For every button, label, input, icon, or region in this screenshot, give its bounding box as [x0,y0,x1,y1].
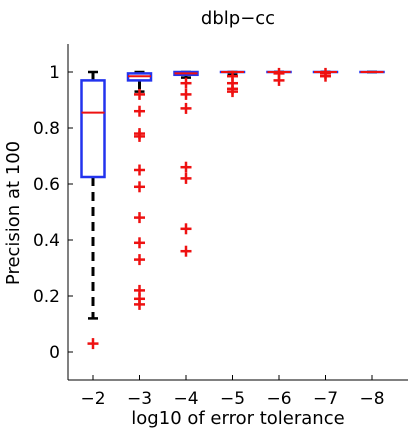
chart-title: dblp−cc [201,8,275,29]
outlier-point [180,172,192,184]
outlier-point [134,212,145,224]
y-axis-label: Precision at 100 [3,141,24,285]
x-tick-label: −8 [359,389,384,409]
y-tick-label: 0.4 [33,231,60,251]
box-1 [80,70,106,350]
box-5 [266,67,292,86]
outlier-point [134,237,145,249]
outlier-point [227,86,238,98]
box-6 [312,67,339,82]
outlier-point [320,70,331,82]
y-tick-label: 1 [49,63,60,83]
outlier-point [134,254,145,266]
y-tick-label: 0.2 [33,287,60,307]
outlier-point [134,88,145,100]
outlier-point [180,102,192,114]
iqr-box [80,79,106,179]
y-tick-label: 0.8 [33,119,60,139]
outlier-point [180,77,192,89]
outlier-point [180,223,192,235]
outlier-point [134,298,145,310]
x-axis-label: log10 of error tolerance [131,408,344,429]
box-3 [173,70,199,257]
x-tick-label: −3 [127,389,152,409]
outlier-point [180,245,192,257]
x-tick-label: −6 [266,389,291,409]
y-tick-label: 0.6 [33,175,60,195]
y-tick-label: 0 [49,343,60,363]
box-2 [126,70,153,310]
outlier-point [134,130,145,142]
outlier-point [180,161,192,173]
outlier-point [87,338,99,350]
x-tick-label: −2 [80,389,105,409]
x-tick-label: −5 [220,389,245,409]
outlier-point [134,105,145,117]
outlier-point [134,181,145,193]
box-4 [219,70,246,98]
outlier-point [273,74,285,86]
x-tick-label: −7 [313,389,338,409]
outlier-point [180,88,192,100]
outlier-point [134,164,145,176]
x-tick-label: −4 [173,389,198,409]
plot-area: 0 0.2 0.4 0.6 0.8 1 −2 −3 −4 −5 −6 −7 −8 [33,44,408,409]
